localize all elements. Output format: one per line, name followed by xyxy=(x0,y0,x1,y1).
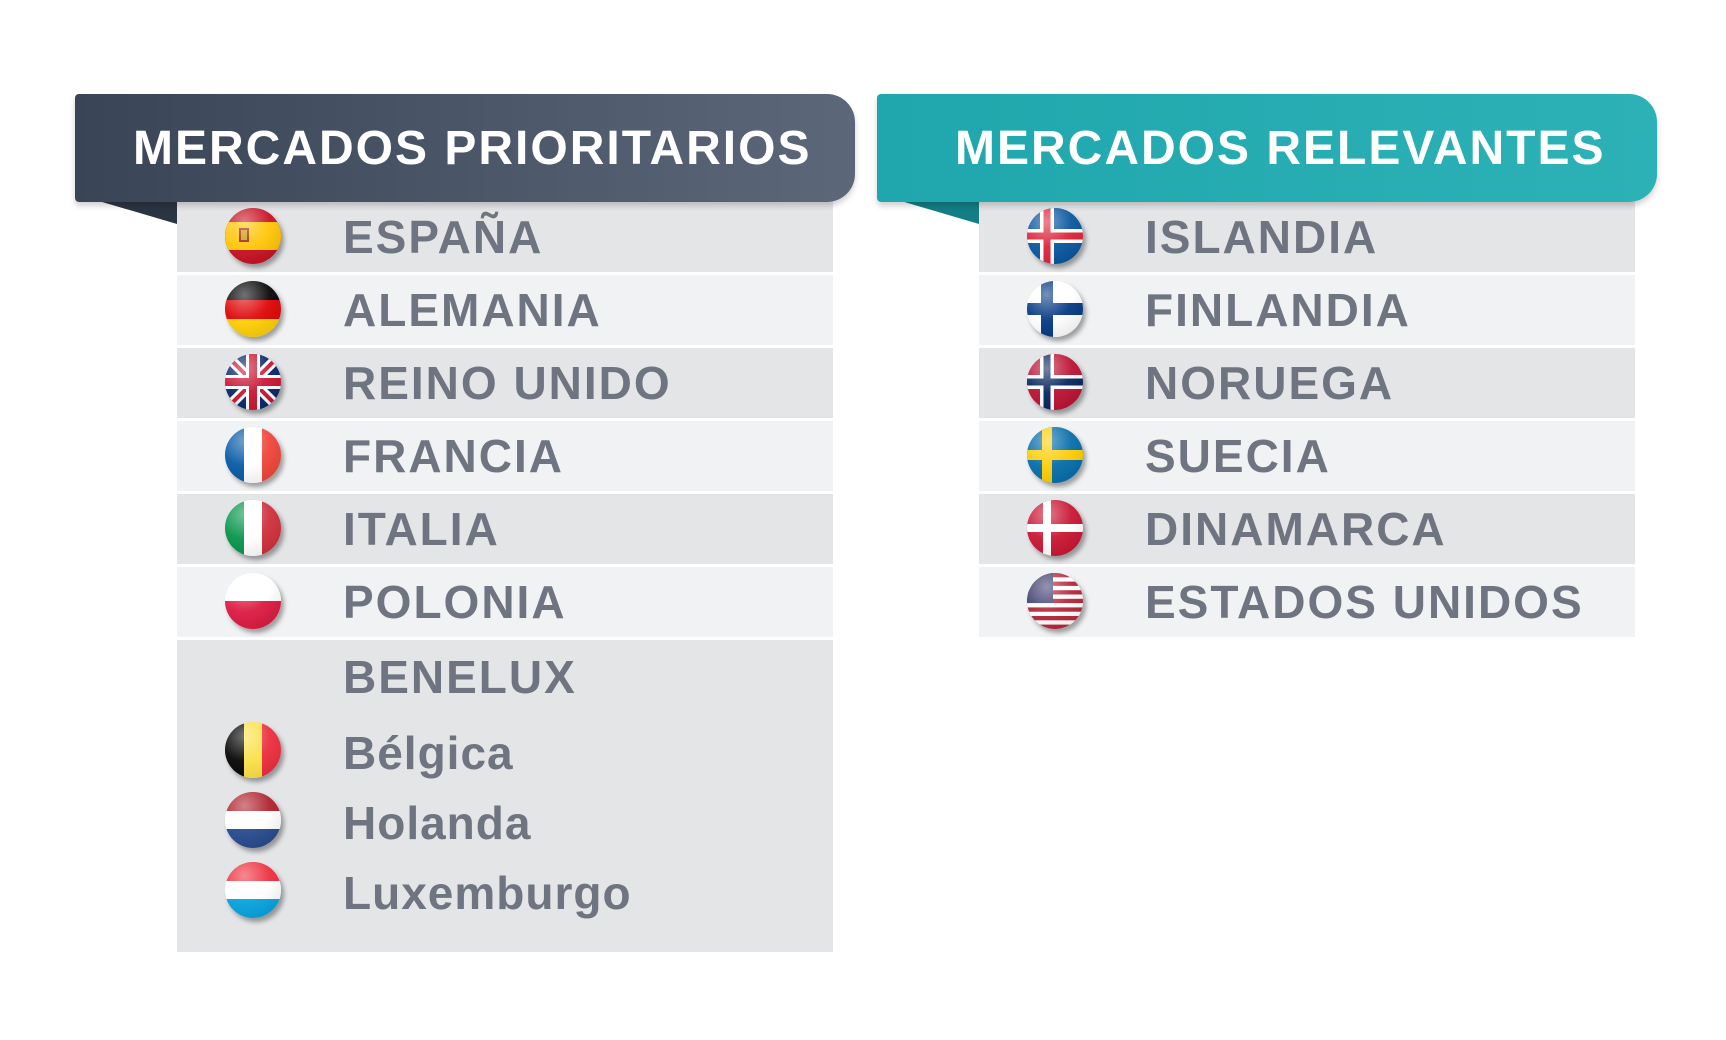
germany-flag-icon xyxy=(225,281,281,337)
market-label: REINO UNIDO xyxy=(343,357,672,409)
list-item: REINO UNIDO xyxy=(177,348,833,418)
market-label: ISLANDIA xyxy=(1145,211,1379,263)
spain-flag-icon xyxy=(225,208,281,264)
poland-flag-icon xyxy=(225,573,281,629)
priority-markets-header: MERCADOS PRIORITARIOS xyxy=(75,94,855,202)
luxembourg-flag-icon xyxy=(225,862,281,918)
list-item: FINLANDIA xyxy=(979,275,1635,345)
relevant-markets-header: MERCADOS RELEVANTES xyxy=(877,94,1657,202)
uk-flag-icon xyxy=(225,354,281,410)
netherlands-flag-icon xyxy=(225,792,281,848)
benelux-group: BENELUX Bélgica Holanda Luxemburgo xyxy=(177,640,833,952)
france-flag-icon xyxy=(225,427,281,483)
list-item: POLONIA xyxy=(177,567,833,637)
list-item: ESTADOS UNIDOS xyxy=(979,567,1635,637)
market-label: ESPAÑA xyxy=(343,211,544,263)
list-item: ITALIA xyxy=(177,494,833,564)
italy-flag-icon xyxy=(225,500,281,556)
country-label: Holanda xyxy=(343,797,532,849)
list-item: Bélgica xyxy=(177,718,833,782)
market-label: ALEMANIA xyxy=(343,284,602,336)
list-item: ALEMANIA xyxy=(177,275,833,345)
list-item: ISLANDIA xyxy=(979,202,1635,272)
market-label: ESTADOS UNIDOS xyxy=(1145,576,1584,628)
finland-flag-icon xyxy=(1027,281,1083,337)
norway-flag-icon xyxy=(1027,354,1083,410)
sweden-flag-icon xyxy=(1027,427,1083,483)
iceland-flag-icon xyxy=(1027,208,1083,264)
priority-markets-list: ESPAÑA ALEMANIA REINO UNIDO FRANCIA ITAL xyxy=(177,202,833,952)
relevant-markets-list: ISLANDIA FINLANDIA NORUEGA SUECIA DINAMA xyxy=(979,202,1635,640)
country-label: Bélgica xyxy=(343,727,514,779)
list-item: SUECIA xyxy=(979,421,1635,491)
market-label: DINAMARCA xyxy=(1145,503,1447,555)
usa-flag-icon xyxy=(1027,573,1083,629)
denmark-flag-icon xyxy=(1027,500,1083,556)
market-label: SUECIA xyxy=(1145,430,1331,482)
list-item: NORUEGA xyxy=(979,348,1635,418)
belgium-flag-icon xyxy=(225,722,281,778)
list-item: DINAMARCA xyxy=(979,494,1635,564)
market-label: NORUEGA xyxy=(1145,357,1395,409)
list-item: FRANCIA xyxy=(177,421,833,491)
market-label: ITALIA xyxy=(343,503,500,555)
market-label: POLONIA xyxy=(343,576,567,628)
market-label: FINLANDIA xyxy=(1145,284,1411,336)
list-item: Luxemburgo xyxy=(177,858,833,922)
market-label: FRANCIA xyxy=(343,430,564,482)
list-item: ESPAÑA xyxy=(177,202,833,272)
list-item: Holanda xyxy=(177,788,833,852)
country-label: Luxemburgo xyxy=(343,867,632,919)
benelux-title: BENELUX xyxy=(343,651,577,703)
